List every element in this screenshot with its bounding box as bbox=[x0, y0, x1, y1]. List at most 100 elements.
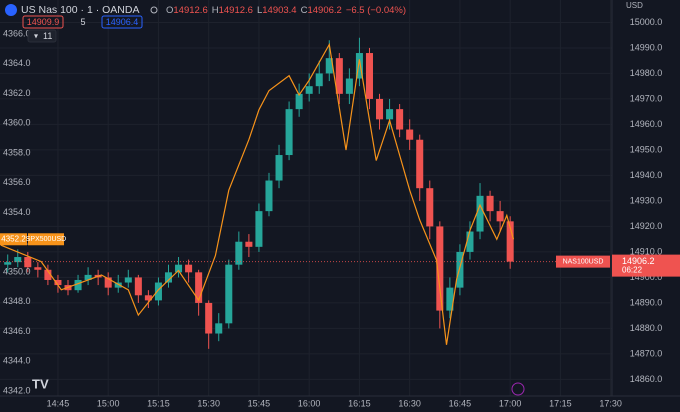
ohlc-key: L bbox=[257, 5, 262, 16]
candle-body bbox=[215, 323, 223, 334]
candle-body bbox=[24, 257, 32, 268]
candle-body bbox=[305, 86, 313, 94]
plot bbox=[0, 37, 612, 349]
event-icon[interactable] bbox=[511, 382, 525, 396]
y-tick-label: 14970.0 bbox=[630, 93, 663, 103]
y2-tick-label: 4344.0 bbox=[3, 356, 31, 366]
buy-price: 14906.4 bbox=[106, 17, 139, 27]
ohlc-value: −6.5 (−0.04%) bbox=[346, 5, 406, 16]
candle-body bbox=[275, 155, 283, 181]
candle-body bbox=[416, 139, 424, 189]
y2-tick-label: 4348.0 bbox=[3, 296, 31, 306]
candle-body bbox=[245, 241, 253, 247]
candle-body bbox=[315, 73, 323, 87]
candle-body bbox=[345, 78, 353, 94]
indicators-arrow: ▾ bbox=[34, 32, 38, 41]
candle-body bbox=[426, 188, 434, 227]
candle-body bbox=[134, 277, 142, 296]
y-tick-label: 14980.0 bbox=[630, 68, 663, 78]
y2-tick-label: 4360.0 bbox=[3, 118, 31, 128]
y-tick-label: 14990.0 bbox=[630, 42, 663, 52]
candle-body bbox=[265, 180, 273, 212]
candle-body bbox=[225, 264, 233, 324]
candle-body bbox=[506, 221, 514, 262]
y2-tick-label: 4342.0 bbox=[3, 385, 31, 395]
indicators-count: 11 bbox=[43, 31, 52, 41]
currency-label[interactable]: USD bbox=[626, 1, 643, 10]
overlay-line bbox=[0, 42, 515, 345]
price-tag-label: 14906.2 bbox=[622, 256, 655, 266]
countdown-label: 06:22 bbox=[622, 266, 643, 275]
x-tick-label: 14:45 bbox=[47, 398, 70, 408]
y-tick-label: 14930.0 bbox=[630, 195, 663, 205]
tv-logo[interactable]: TV bbox=[32, 376, 49, 391]
x-tick-label: 17:00 bbox=[499, 398, 522, 408]
candle-body bbox=[54, 279, 62, 286]
candle-body bbox=[456, 251, 464, 288]
spread: 5 bbox=[80, 17, 85, 27]
series-tag-label: NAS100USD bbox=[563, 258, 604, 265]
price-tag bbox=[0, 233, 27, 246]
buy-button[interactable] bbox=[101, 15, 143, 29]
x-tick-label: 15:00 bbox=[97, 398, 120, 408]
candle-body bbox=[496, 211, 504, 222]
y-tick-label: 15000.0 bbox=[630, 17, 663, 27]
price-tag-label: 4352.2 bbox=[1, 234, 26, 243]
y2-tick-label: 4358.0 bbox=[3, 147, 31, 157]
candle-body bbox=[74, 279, 82, 291]
x-tick-label: 16:15 bbox=[348, 398, 371, 408]
y-tick-label: 14870.0 bbox=[630, 348, 663, 358]
ohlc-values: O14912.6 H14912.6 L14903.4 C14906.2 −6.5 (−0… bbox=[166, 5, 406, 16]
candle-body bbox=[355, 53, 363, 79]
series-tag bbox=[28, 233, 64, 246]
candle-body bbox=[154, 282, 162, 301]
candle-body bbox=[436, 226, 444, 311]
candle-body bbox=[396, 109, 404, 130]
candle-body bbox=[104, 277, 112, 288]
y-tick-label: 14890.0 bbox=[630, 297, 663, 307]
candle-body bbox=[164, 272, 173, 283]
indicators-toggle[interactable] bbox=[27, 29, 57, 43]
sell-price: 14909.9 bbox=[27, 17, 60, 27]
y2-tick-label: 4354.0 bbox=[3, 207, 31, 217]
y-tick-label: 14940.0 bbox=[630, 170, 663, 180]
ohlc-key: C bbox=[301, 5, 308, 16]
candle-body bbox=[235, 241, 243, 265]
ohlc-key: O bbox=[166, 5, 173, 16]
series-tag bbox=[556, 255, 610, 268]
series-tag-label: SPX500USD bbox=[26, 236, 66, 243]
candle-body bbox=[386, 109, 394, 120]
candle-body bbox=[114, 282, 122, 288]
y2-tick-label: 4362.0 bbox=[3, 88, 31, 98]
y-tick-label: 14880.0 bbox=[630, 323, 663, 333]
candle-body bbox=[365, 53, 373, 99]
visibility-icon[interactable] bbox=[150, 6, 158, 14]
candle-body bbox=[295, 93, 303, 110]
candle-body bbox=[205, 302, 213, 334]
candle-body bbox=[376, 98, 384, 120]
ohlc-value: 14903.4 bbox=[262, 5, 296, 16]
symbol-icon bbox=[5, 4, 17, 16]
y-tick-label: 14910.0 bbox=[630, 246, 663, 256]
candle-body bbox=[185, 264, 193, 273]
ohlc-value: 14906.2 bbox=[307, 5, 341, 16]
price-tag bbox=[612, 254, 680, 277]
candle-body bbox=[406, 129, 414, 140]
candle-body bbox=[34, 267, 42, 270]
x-tick-label: 16:00 bbox=[298, 398, 321, 408]
sell-button[interactable] bbox=[22, 15, 64, 29]
y-tick-label: 14920.0 bbox=[630, 221, 663, 231]
x-tick-label: 16:45 bbox=[449, 398, 472, 408]
candle-body bbox=[195, 272, 203, 303]
x-tick-label: 16:30 bbox=[398, 398, 421, 408]
y-tick-label: 14900.0 bbox=[630, 272, 663, 282]
symbol-title: US Nas 100 · 1 · OANDA bbox=[21, 4, 139, 16]
ohlc-value: 14912.6 bbox=[173, 5, 207, 16]
ohlc-value: 14912.6 bbox=[219, 5, 253, 16]
y2-tick-label: 4350.0 bbox=[3, 266, 31, 276]
candle-body bbox=[476, 195, 484, 232]
y-tick-label: 14860.0 bbox=[630, 374, 663, 384]
candle-body bbox=[466, 231, 474, 252]
candle-body bbox=[124, 277, 132, 283]
